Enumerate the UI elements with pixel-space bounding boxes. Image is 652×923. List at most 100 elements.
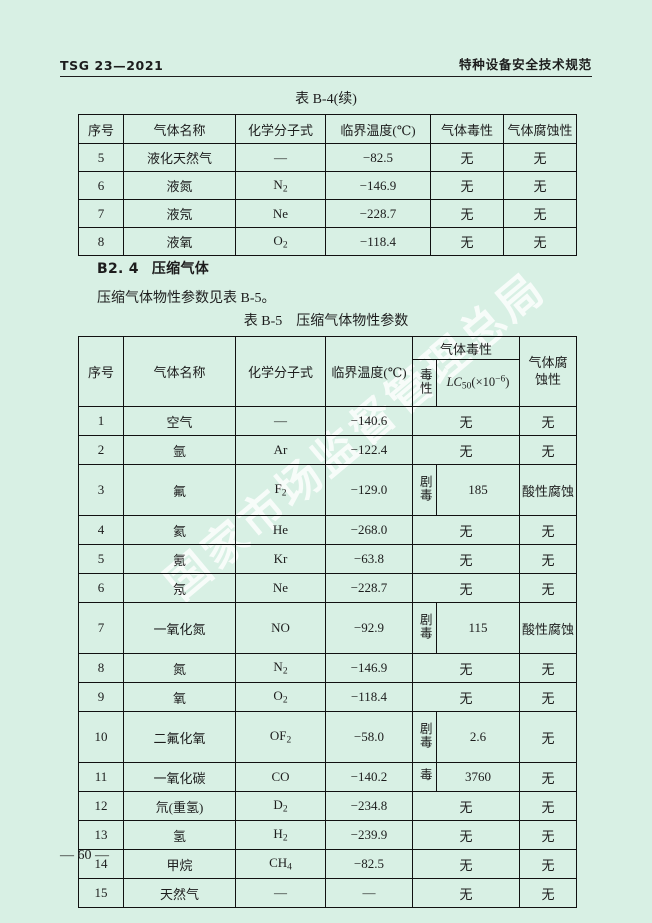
table-row: 5 液化天然气 — −82.5 无无 (78, 143, 577, 172)
cell-formula: F2 (235, 464, 326, 516)
cell-gas-name: 氖 (123, 573, 236, 603)
cell-no: 9 (78, 682, 124, 712)
cell-corrosion: 无 (519, 820, 578, 850)
table-b4-col-no-header: 序号 (78, 114, 124, 144)
cell-critical-temp: −228.7 (325, 573, 413, 603)
cell-formula: OF2 (235, 711, 326, 763)
table-b5-col-formula-header: 化学分子式 (235, 336, 326, 407)
cell-toxicity: 无 (411, 820, 521, 850)
cell-gas-name: 一氧化碳 (123, 762, 236, 792)
cell-formula: H2 (235, 820, 326, 850)
cell-toxicity: 无 (430, 199, 504, 228)
cell-critical-temp: — (325, 878, 413, 908)
table-row: 7 液氖 Ne −228.7 无无 (78, 199, 577, 228)
cell-gas-name: 氢 (123, 820, 236, 850)
page-number: — 60 — (60, 848, 109, 863)
cell-gas-name: 氦 (123, 515, 236, 545)
cell-formula: N2 (235, 171, 326, 200)
cell-toxic-level: 剧毒 (412, 711, 437, 763)
table-b5-caption: 表 B-5 压缩气体物性参数 (0, 310, 652, 330)
table-b5-col-name-header: 气体名称 (123, 336, 236, 407)
cell-formula: N2 (235, 653, 326, 683)
table-b5-caption-label: 表 B-5 (243, 314, 283, 329)
cell-gas-name: 氧 (123, 682, 236, 712)
table-b5-col-temp-header: 临界温度(℃) (325, 336, 413, 407)
table-b4-col-name-header: 气体名称 (123, 114, 236, 144)
cell-no: 11 (78, 762, 124, 792)
cell-gas-name: 氩 (123, 435, 236, 465)
cell-gas-name: 空气 (123, 406, 236, 436)
table-row: 14 甲烷 CH4 −82.5 无无 (78, 849, 578, 879)
cell-toxic-level: 剧毒 (412, 464, 437, 516)
cell-gas-name: 天然气 (123, 878, 236, 908)
table-row: 2 氩 Ar −122.4 无无 (78, 435, 578, 465)
section-title: 压缩气体 (151, 262, 210, 277)
table-row: 8 液氧 O2 −118.4 无无 (78, 227, 577, 256)
cell-corrosion: 无 (503, 227, 577, 256)
cell-no: 3 (78, 464, 124, 516)
cell-critical-temp: −118.4 (325, 227, 431, 256)
table-row: 11 一氧化碳 CO −140.2 毒 3760 无 (78, 762, 578, 792)
cell-toxicity: 无 (411, 406, 521, 436)
cell-gas-name: 液氧 (123, 227, 236, 256)
cell-critical-temp: −122.4 (325, 435, 413, 465)
cell-formula: CH4 (235, 849, 326, 879)
table-b5-col-no-header: 序号 (78, 336, 124, 407)
cell-critical-temp: −239.9 (325, 820, 413, 850)
table-b5: 序号 气体名称 化学分子式 临界温度(℃) 气体毒性 气体腐 蚀性 毒性 LC50(×10−6)… (78, 336, 578, 908)
cell-no: 10 (78, 711, 124, 763)
cell-gas-name: 二氟化氧 (123, 711, 236, 763)
cell-corrosion: 酸性腐蚀 (519, 464, 578, 516)
cell-formula: NO (235, 602, 326, 654)
cell-toxicity: 无 (411, 682, 521, 712)
cell-no: 7 (78, 602, 124, 654)
cell-no: 1 (78, 406, 124, 436)
running-head-right: 特种设备安全技术规范 (458, 57, 592, 72)
table-row: 5 氪 Kr −63.8 无无 (78, 544, 578, 574)
cell-critical-temp: −268.0 (325, 515, 413, 545)
cell-toxicity: 无 (411, 573, 521, 603)
cell-toxicity: 无 (411, 544, 521, 574)
cell-corrosion: 无 (519, 762, 578, 792)
table-row: 8 氮 N2 −146.9 无无 (78, 653, 578, 683)
section-paragraph: 压缩气体物性参数见表 B-5。 (97, 291, 276, 306)
cell-lc50: 185 (435, 464, 521, 516)
section-number: B2. 4 (97, 261, 139, 277)
cell-no: 4 (78, 515, 124, 545)
cell-corrosion: 无 (519, 406, 578, 436)
cell-formula: O2 (235, 682, 326, 712)
cell-corrosion: 无 (519, 653, 578, 683)
cell-corrosion: 无 (519, 544, 578, 574)
table-b4-col-formula-header: 化学分子式 (235, 114, 326, 144)
cell-corrosion: 无 (503, 199, 577, 228)
cell-gas-name: 甲烷 (123, 849, 236, 879)
cell-no: 5 (78, 143, 124, 172)
cell-gas-name: 氮 (123, 653, 236, 683)
cell-no: 8 (78, 653, 124, 683)
cell-toxic-level: 剧毒 (412, 602, 437, 654)
table-b4-col-corrosion-header: 气体腐蚀性 (503, 114, 577, 144)
cell-critical-temp: −146.9 (325, 653, 413, 683)
cell-no: 6 (78, 573, 124, 603)
running-head-left: TSG 23—2021 (60, 58, 164, 73)
cell-corrosion: 无 (519, 515, 578, 545)
cell-critical-temp: −63.8 (325, 544, 413, 574)
cell-no: 8 (78, 227, 124, 256)
cell-toxicity: 无 (411, 653, 521, 683)
cell-no: 5 (78, 544, 124, 574)
cell-formula: He (235, 515, 326, 545)
cell-formula: D2 (235, 791, 326, 821)
table-b5-col-toxicity-group-header: 气体毒性 (411, 336, 521, 360)
cell-toxicity: 无 (411, 435, 521, 465)
table-row: 4 氦 He −268.0 无无 (78, 515, 578, 545)
cell-critical-temp: −129.0 (325, 464, 413, 516)
cell-gas-name: 一氧化氮 (123, 602, 236, 654)
cell-critical-temp: −140.2 (325, 762, 413, 792)
cell-critical-temp: −92.9 (325, 602, 413, 654)
cell-formula: Ne (235, 573, 326, 603)
cell-corrosion: 无 (503, 171, 577, 200)
table-row: 7 一氧化氮 NO −92.9 剧毒 115 酸性腐蚀 (78, 602, 578, 654)
cell-critical-temp: −118.4 (325, 682, 413, 712)
table-b5-col-toxic-level-header: 毒性 (412, 359, 437, 407)
